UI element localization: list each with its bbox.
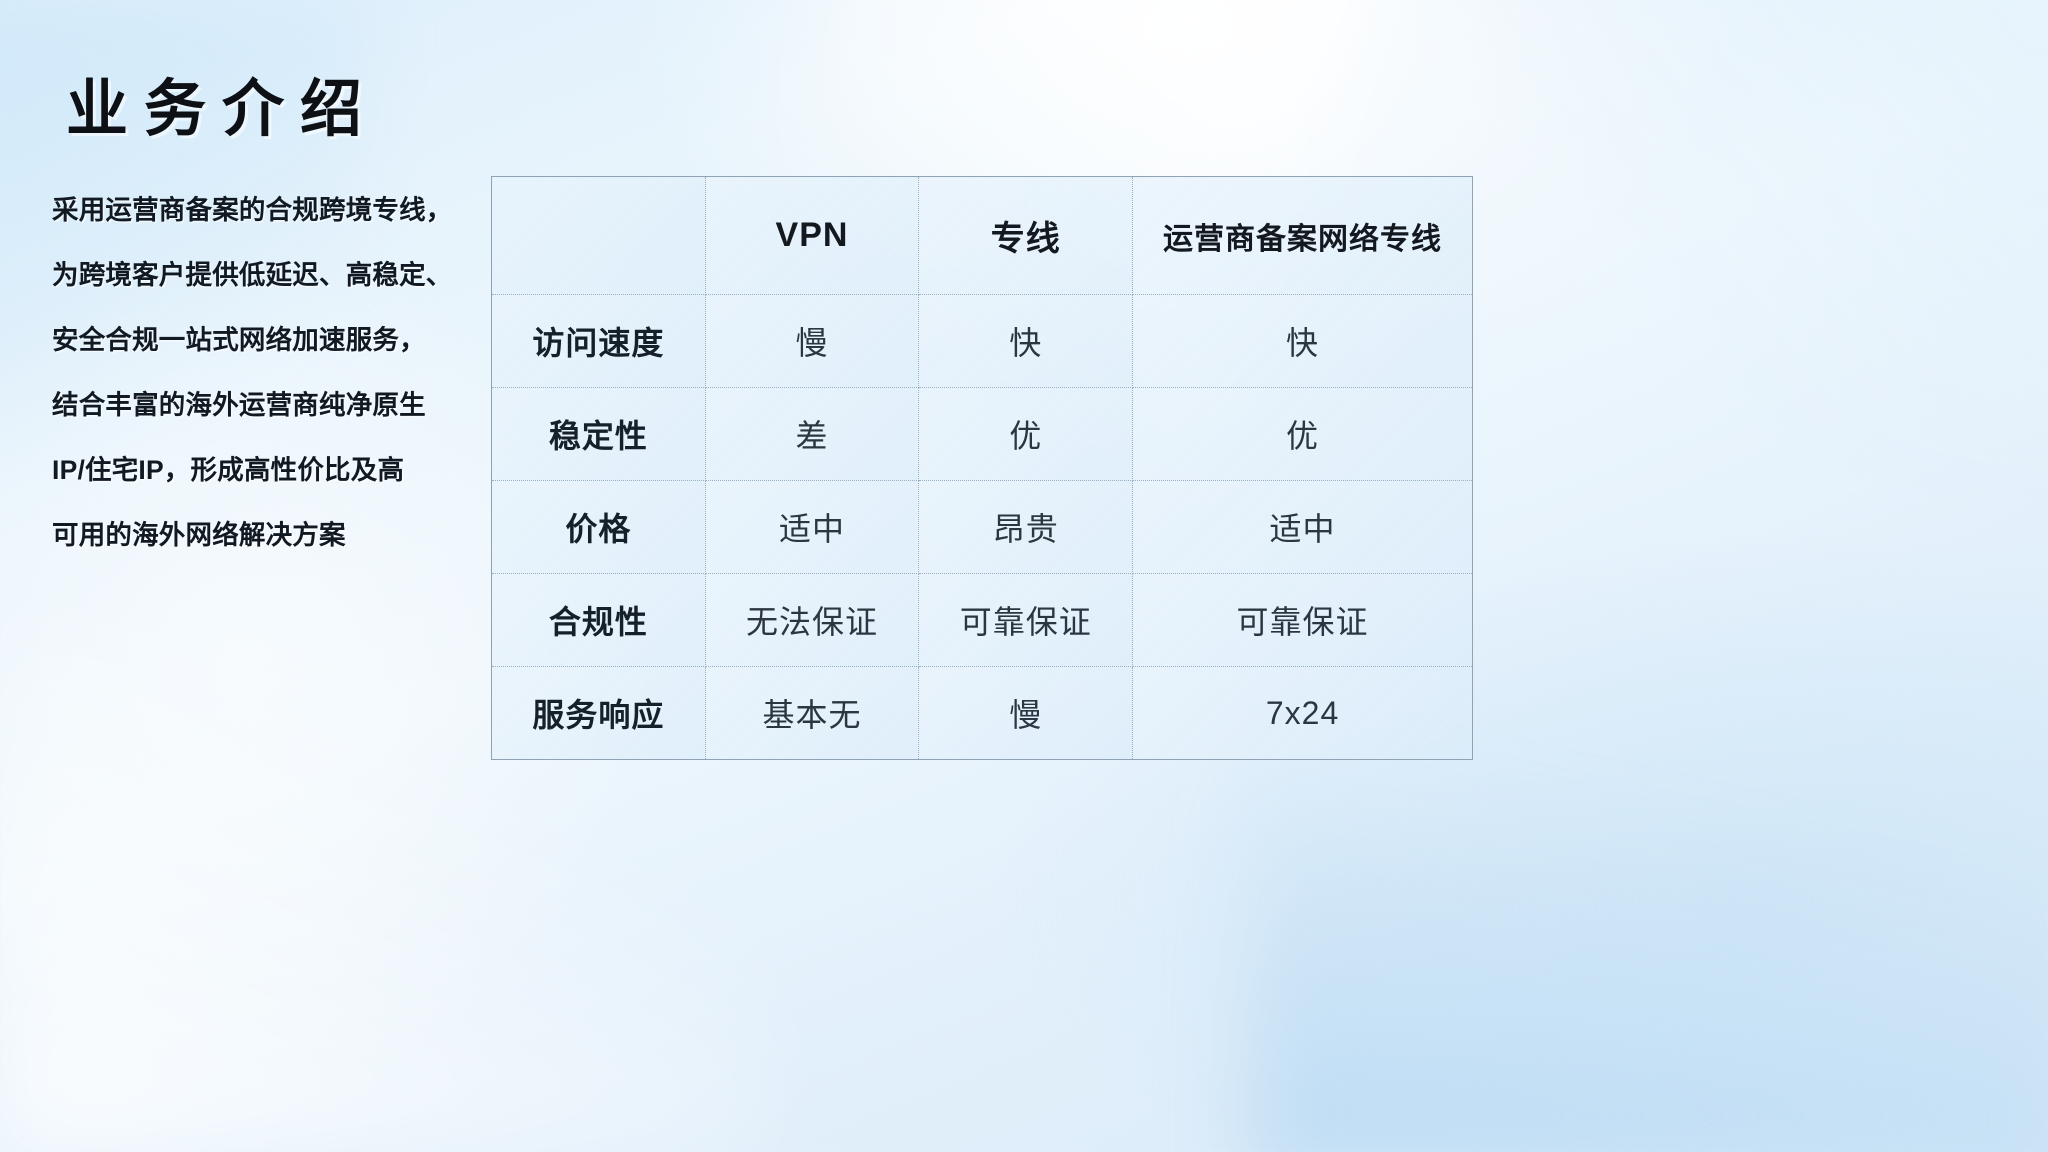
table-cell-value: 昂贵 [918, 480, 1134, 574]
intro-line: IP/住宅IP，形成高性价比及高 [52, 455, 405, 485]
table-header-label-dedicated-line: 专线 [990, 220, 1061, 258]
table-header-row: VPN 专线 运营商备案网络专线 [491, 176, 1473, 295]
table-cell-attribute: 价格 [491, 480, 706, 574]
table-cell-attribute: 合规性 [491, 573, 706, 667]
table-row: 服务响应 基本无 慢 7x24 [491, 666, 1473, 760]
table-header-label-carrier-line: 运营商备案网络专线 [1163, 222, 1443, 256]
table-row: 合规性 无法保证 可靠保证 可靠保证 [491, 573, 1473, 667]
attribute-label: 稳定性 [548, 418, 648, 454]
attribute-label: 服务响应 [532, 697, 665, 733]
value-label: 可靠保证 [959, 604, 1092, 640]
attribute-label: 合规性 [548, 604, 648, 640]
table-cell-value: 快 [918, 294, 1134, 388]
table-cell-attribute: 稳定性 [491, 387, 706, 481]
table-header-label-vpn: VPN [775, 216, 849, 254]
table-header-cell-blank [491, 176, 706, 295]
background-streak-bottom-right [1250, 760, 2048, 1152]
value-label: 适中 [778, 511, 845, 547]
table-cell-attribute: 访问速度 [491, 294, 706, 388]
table-cell-value: 适中 [704, 480, 920, 574]
table-cell-value: 慢 [704, 294, 920, 388]
intro-line: 可用的海外网络解决方案 [52, 520, 346, 550]
table-cell-value: 可靠保证 [918, 573, 1134, 667]
intro-line: 安全合规一站式网络加速服务， [52, 325, 426, 355]
attribute-label: 价格 [565, 511, 632, 547]
comparison-table: VPN 专线 运营商备案网络专线 访问速度 慢 快 快 [491, 176, 1473, 760]
background-streak-top-right [1500, 0, 2048, 440]
intro-line: 结合丰富的海外运营商纯净原生 [52, 390, 426, 420]
table-row: 访问速度 慢 快 快 [491, 294, 1473, 388]
intro-line: 采用运营商备案的合规跨境专线， [52, 195, 453, 225]
value-label: 差 [795, 418, 829, 454]
value-label: 无法保证 [745, 604, 878, 640]
attribute-label: 访问速度 [532, 325, 665, 361]
value-label: 昂贵 [992, 511, 1059, 547]
table-cell-attribute: 服务响应 [491, 666, 706, 760]
table-body: 访问速度 慢 快 快 稳定性 差 优 优 [491, 294, 1473, 760]
table-cell-value: 慢 [918, 666, 1134, 760]
table-row: 价格 适中 昂贵 适中 [491, 480, 1473, 574]
value-label: 慢 [1009, 697, 1043, 733]
table-cell-value: 优 [1132, 387, 1473, 481]
value-label: 慢 [795, 325, 829, 361]
table-cell-value: 基本无 [704, 666, 920, 760]
value-label: 基本无 [762, 697, 862, 733]
table-row: 稳定性 差 优 优 [491, 387, 1473, 481]
value-label: 优 [1286, 418, 1320, 454]
value-label: 适中 [1269, 511, 1336, 547]
value-label: 快 [1009, 325, 1043, 361]
value-label: 快 [1286, 325, 1320, 361]
table-header-cell-dedicated-line: 专线 [918, 176, 1134, 295]
value-label: 可靠保证 [1236, 604, 1369, 640]
table-cell-value: 优 [918, 387, 1134, 481]
table-cell-value: 无法保证 [704, 573, 920, 667]
table-cell-value: 快 [1132, 294, 1473, 388]
value-label: 7x24 [1265, 694, 1340, 731]
table-header: VPN 专线 运营商备案网络专线 [491, 176, 1473, 295]
table-cell-value: 差 [704, 387, 920, 481]
table-header-cell-vpn: VPN [704, 176, 920, 295]
table-cell-value: 适中 [1132, 480, 1473, 574]
intro-line: 为跨境客户提供低延迟、高稳定、 [52, 260, 453, 290]
table-cell-value: 7x24 [1132, 666, 1473, 760]
page-title: 业务介绍 [66, 75, 379, 144]
value-label: 优 [1009, 418, 1043, 454]
table-cell-value: 可靠保证 [1132, 573, 1473, 667]
table-header-cell-carrier-line: 运营商备案网络专线 [1132, 176, 1473, 295]
intro-paragraph: 采用运营商备案的合规跨境专线， 为跨境客户提供低延迟、高稳定、 安全合规一站式网… [52, 178, 492, 568]
